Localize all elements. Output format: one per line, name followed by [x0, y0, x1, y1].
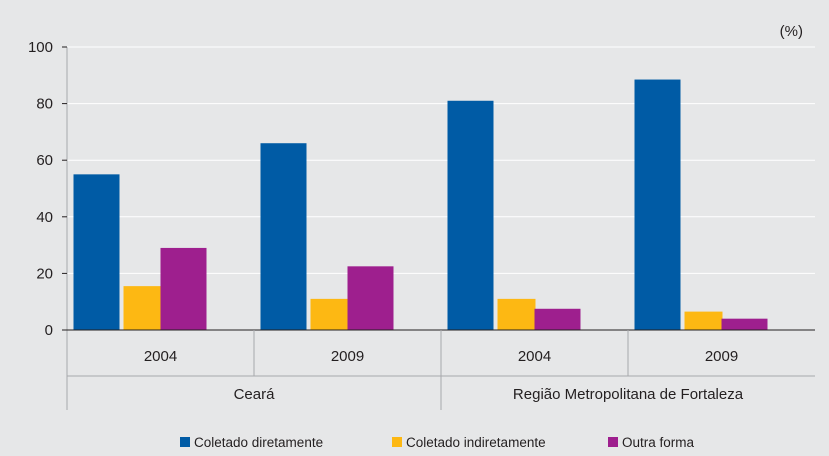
category-label: 2004 [144, 348, 177, 365]
bar [347, 266, 394, 330]
gridlines [67, 46, 815, 274]
y-tick-label: 0 [45, 322, 53, 339]
y-tick-label: 80 [36, 96, 53, 113]
bar [634, 79, 681, 330]
unit-label: (%) [780, 23, 803, 40]
bars [73, 79, 768, 331]
bar [534, 308, 581, 330]
category-label: 2004 [518, 348, 551, 365]
bar [721, 318, 768, 330]
legend: Coletado diretamente Coletado indiretamen… [180, 435, 695, 450]
bar [497, 298, 536, 330]
bar [447, 100, 494, 331]
bar [160, 247, 207, 330]
legend-swatch [180, 437, 190, 447]
axis-labels: 0 20 40 60 80 100 2004 2009 2004 2009 Ceará Região … [28, 39, 744, 403]
y-tick-label: 100 [28, 39, 53, 56]
legend-swatch [608, 437, 618, 447]
bar [310, 298, 349, 330]
axes [62, 46, 815, 410]
bar [684, 311, 723, 330]
y-tick-label: 20 [36, 265, 53, 282]
group-label: Ceará [234, 386, 276, 403]
legend-label: Outra forma [622, 435, 695, 450]
legend-label: Coletado indiretamente [406, 435, 546, 450]
y-tick-label: 40 [36, 209, 53, 226]
group-label: Região Metropolitana de Fortaleza [513, 386, 744, 403]
legend-swatch [392, 437, 402, 447]
category-label: 2009 [705, 348, 738, 365]
legend-label: Coletado diretamente [194, 435, 323, 450]
y-tick-label: 60 [36, 152, 53, 169]
bar [123, 286, 162, 330]
category-label: 2009 [331, 348, 364, 365]
bar [73, 174, 120, 330]
bar [260, 143, 307, 330]
